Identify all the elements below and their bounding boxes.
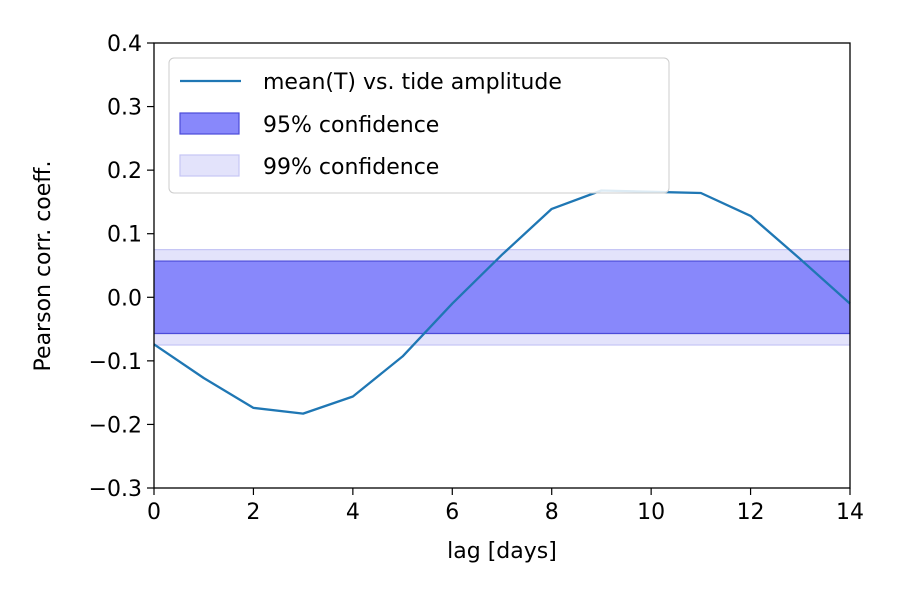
y-tick-label: 0.2 (107, 159, 142, 184)
y-tick-label: −0.2 (89, 413, 142, 438)
x-tick-label: 0 (147, 500, 161, 525)
x-tick-label: 10 (637, 500, 665, 525)
series-lines (153, 189, 851, 415)
x-tick-label: 12 (737, 500, 765, 525)
legend-swatch-95 (179, 112, 240, 135)
y-axis-label: Pearson corr. coeff. (31, 161, 56, 372)
ticks: 0 2 4 6 8 10 12 14 −0.3 −0.2 −0.1 0.0 0.1 0.2 0.3 0.4 (89, 32, 864, 525)
y-tick-label: 0.3 (107, 96, 142, 121)
legend-label-99: 99% confidence (263, 155, 439, 180)
x-tick-label: 6 (445, 500, 459, 525)
plot-frame (153, 42, 851, 489)
x-tick-label: 2 (246, 500, 260, 525)
y-tick-label: −0.3 (89, 477, 142, 502)
y-tick-label: 0.1 (107, 223, 142, 248)
y-tick-label: −0.1 (89, 350, 142, 375)
confidence-bands (154, 249, 850, 346)
legend: mean(T) vs. tide amplitude 95% confidence… (168, 57, 670, 194)
x-tick-label: 4 (346, 500, 360, 525)
legend-swatch-99 (179, 154, 240, 177)
legend-label-95: 95% confidence (263, 113, 439, 138)
y-tick-label: 0.0 (107, 286, 142, 311)
axes (153, 42, 851, 489)
legend-label-series: mean(T) vs. tide amplitude (263, 70, 562, 95)
x-tick-label: 14 (836, 500, 864, 525)
x-axis-label: lag [days] (447, 539, 557, 564)
x-tick-label: 8 (545, 500, 559, 525)
series-line-0 (153, 189, 851, 415)
legend-box (168, 57, 670, 194)
y-tick-label: 0.4 (107, 32, 142, 57)
band-fill-95 (154, 261, 850, 334)
